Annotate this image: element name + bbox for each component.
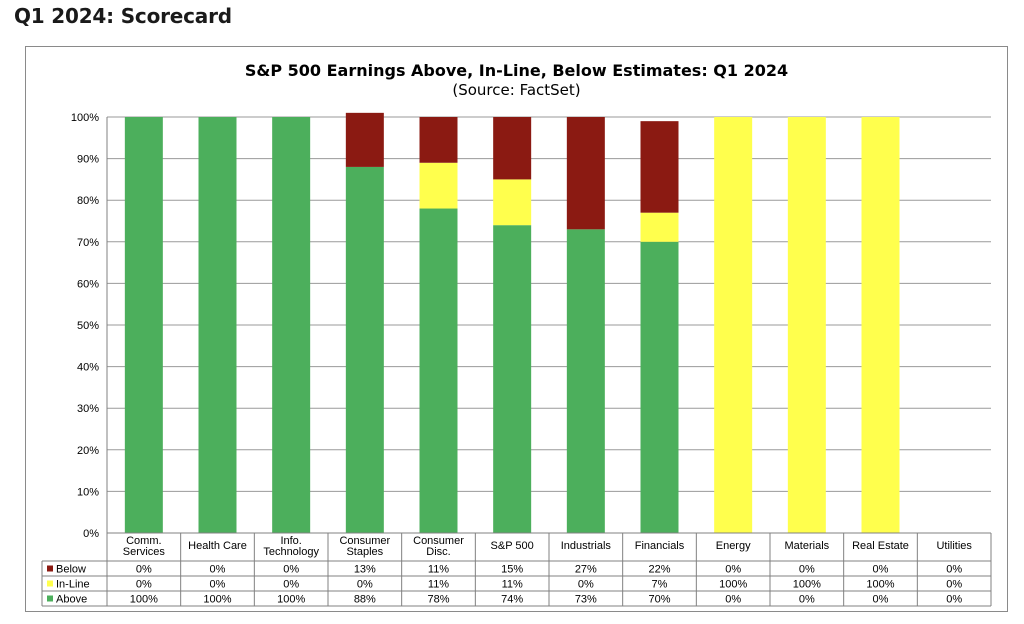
bar-below (419, 117, 458, 163)
x-tick-label: Materials (785, 540, 830, 552)
data-label: 0% (725, 564, 741, 576)
data-label: 0% (283, 564, 299, 576)
data-label: 7% (652, 579, 668, 591)
x-tick-label: Comm. Services (123, 535, 166, 558)
y-tick-label: 100% (71, 112, 99, 124)
data-label: 0% (136, 579, 152, 591)
data-label: 0% (578, 579, 594, 591)
y-tick-label: 60% (77, 278, 99, 290)
y-tick-label: 50% (77, 320, 99, 332)
page-title: Q1 2024: Scorecard (14, 4, 232, 28)
data-label: 100% (203, 594, 231, 606)
x-tick-label: Consumer Staples (339, 535, 390, 558)
bar-below (566, 117, 605, 230)
bar-above (198, 117, 237, 533)
chart-frame: S&P 500 Earnings Above, In-Line, Below E… (25, 46, 1008, 612)
data-label: 22% (648, 564, 670, 576)
data-label: 0% (210, 564, 226, 576)
y-tick-label: 80% (77, 195, 99, 207)
data-label: 11% (428, 579, 449, 591)
y-tick-label: 10% (77, 486, 99, 498)
data-label: 73% (575, 594, 597, 606)
data-label: 0% (873, 564, 889, 576)
y-tick-label: 30% (77, 403, 99, 415)
data-label: 13% (354, 564, 376, 576)
data-label: 74% (501, 594, 523, 606)
data-label: 27% (575, 564, 597, 576)
x-tick-label: Info. Technology (263, 535, 319, 558)
legend-swatch-below (47, 565, 53, 572)
data-label: 100% (277, 594, 305, 606)
bar-above (419, 208, 458, 533)
y-tick-label: 70% (77, 237, 99, 249)
bar-above (566, 229, 605, 533)
bar-in-line (493, 179, 532, 226)
data-label: 15% (501, 564, 523, 576)
data-label: 0% (873, 594, 889, 606)
bar-above (272, 117, 311, 533)
data-label: 0% (725, 594, 741, 606)
x-tick-label: S&P 500 (491, 540, 534, 552)
data-label: 70% (648, 594, 670, 606)
data-label: 100% (719, 579, 747, 591)
data-label: 0% (799, 564, 815, 576)
chart-title: S&P 500 Earnings Above, In-Line, Below E… (244, 61, 789, 80)
bar-above (493, 225, 532, 533)
bar-in-line (640, 212, 679, 242)
x-tick-label: Energy (716, 540, 751, 552)
x-tick-label: Industrials (561, 540, 612, 552)
x-tick-label: Utilities (936, 540, 972, 552)
legend-label-below: Below (56, 564, 86, 576)
y-tick-label: 20% (77, 445, 99, 457)
bar-in-line (714, 117, 753, 533)
y-tick-label: 0% (83, 528, 99, 540)
bar-above (640, 241, 679, 534)
data-label: 0% (946, 579, 962, 591)
bar-above (124, 117, 163, 533)
data-label: 0% (799, 594, 815, 606)
data-label: 0% (946, 594, 962, 606)
data-label: 11% (428, 564, 449, 576)
data-label: 100% (793, 579, 821, 591)
data-label: 78% (427, 594, 449, 606)
y-tick-label: 90% (77, 154, 99, 166)
legend-label-above: Above (56, 594, 87, 606)
y-tick-label: 40% (77, 362, 99, 374)
data-label: 0% (946, 564, 962, 576)
x-tick-label: Financials (635, 540, 685, 552)
legend-swatch-above (47, 595, 53, 602)
bar-in-line (787, 117, 826, 533)
x-tick-label: Real Estate (852, 540, 909, 552)
data-label: 100% (130, 594, 158, 606)
x-tick-label: Consumer Disc. (413, 535, 464, 558)
data-label: 0% (210, 579, 226, 591)
bar-below (493, 117, 532, 180)
legend-swatch-in-line (47, 580, 53, 587)
bar-in-line (861, 117, 900, 533)
data-label: 0% (357, 579, 373, 591)
data-label: 11% (502, 579, 523, 591)
bar-in-line (419, 162, 458, 209)
data-label: 0% (283, 579, 299, 591)
bar-below (345, 112, 384, 167)
bar-below (640, 121, 679, 213)
data-label: 0% (136, 564, 152, 576)
stacked-bar-chart: 0% 10% 20% 30% 40% 50% 60% 70% 80% 90% 100% Comm. Se… (41, 112, 992, 607)
bar-above (345, 166, 384, 534)
data-label: 88% (354, 594, 376, 606)
data-label: 100% (866, 579, 894, 591)
x-tick-label: Health Care (188, 540, 247, 552)
legend-label-in-line: In-Line (56, 579, 90, 591)
chart-subtitle: (Source: FactSet) (452, 81, 581, 99)
